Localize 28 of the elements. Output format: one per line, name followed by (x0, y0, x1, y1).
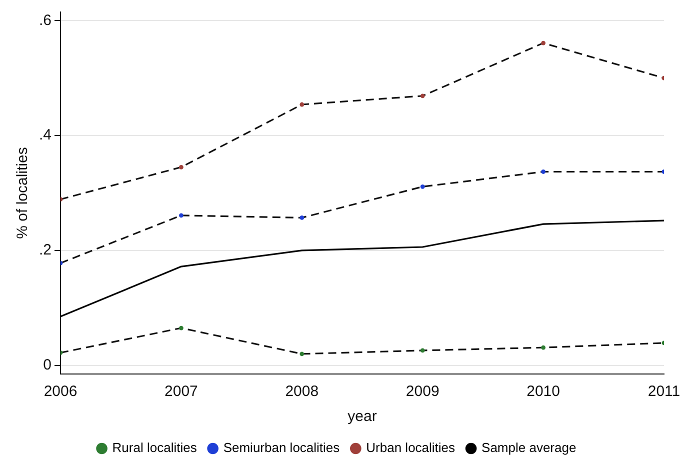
point (300, 102, 304, 107)
point (179, 213, 184, 218)
point (541, 40, 546, 46)
y-tick-label: .6 (38, 12, 52, 29)
x-tick-label: 2009 (406, 383, 440, 400)
x-tick-label: 2007 (164, 383, 198, 400)
x-tick-label: 2011 (648, 383, 680, 400)
legend-label: Urban localities (366, 440, 456, 456)
y-axis-title: % of localities (14, 147, 32, 239)
point (541, 345, 546, 350)
legend-label: Semiurban localities (223, 440, 340, 456)
legend-label: Sample average (482, 440, 576, 456)
y-tick-label: .2 (38, 242, 52, 259)
legend-label: Rural localities (112, 440, 198, 456)
point (179, 164, 184, 170)
x-tick-label: 2008 (285, 383, 319, 400)
point (420, 348, 425, 353)
y-tick-label: .4 (38, 126, 52, 144)
x-tick-label: 2010 (526, 383, 560, 400)
point (179, 326, 184, 330)
point (420, 94, 425, 98)
y-tick-label: 0 (43, 356, 52, 374)
x-axis-title: year (348, 408, 377, 426)
point (541, 170, 546, 174)
point (420, 184, 425, 189)
x-tick-label: 2006 (44, 383, 78, 400)
point (300, 352, 304, 356)
point (300, 216, 304, 220)
